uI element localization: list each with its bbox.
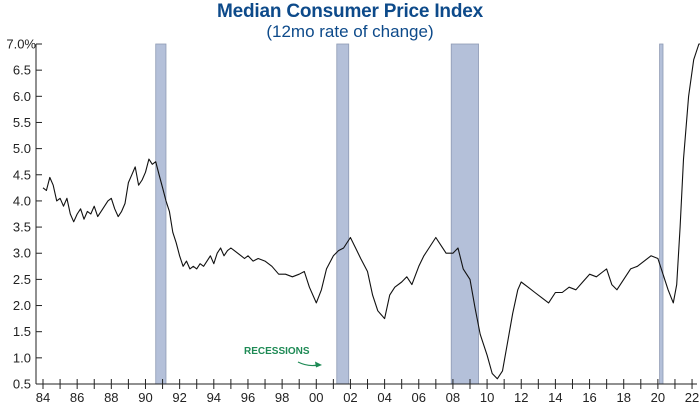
y-tick-label: 1.0 — [13, 350, 31, 365]
x-ticks: 84 86 88 90 92 94 96 98 00 02 04 06 08 10 12 14 16 18 20 22 — [36, 379, 699, 404]
y-tick-label: 3.0 — [13, 246, 31, 261]
y-tick-label: 5.5 — [13, 115, 31, 130]
y-tick-label: 1.5 — [13, 324, 31, 339]
x-tick-label: 18 — [616, 390, 630, 404]
x-tick-label: 94 — [207, 390, 221, 404]
annotations: RECESSIONS — [244, 346, 322, 368]
x-tick-label: 84 — [36, 390, 50, 404]
y-tick-label: 0.5 — [13, 377, 31, 392]
recession-band — [336, 43, 350, 385]
x-tick-label: 12 — [514, 390, 528, 404]
y-tick-label: 2.5 — [13, 272, 31, 287]
x-tick-label: 96 — [241, 390, 255, 404]
y-tick-label: 2.0 — [13, 298, 31, 313]
x-tick-label: 16 — [582, 390, 596, 404]
y-tick-label: 6.0 — [13, 89, 31, 104]
x-tick-label: 10 — [480, 390, 494, 404]
recessions-annotation: RECESSIONS — [244, 346, 310, 357]
y-tick-label: 7.0% — [6, 37, 36, 52]
x-tick-label: 90 — [138, 390, 152, 404]
y-tick-label: 4.5 — [13, 167, 31, 182]
x-tick-label: 04 — [377, 390, 391, 404]
x-tick-label: 86 — [70, 390, 84, 404]
series-line-median-cpi — [42, 43, 700, 380]
y-tick-label: 5.0 — [13, 141, 31, 156]
chart-title: Median Consumer Price Index — [217, 1, 483, 22]
x-tick-label: 20 — [651, 390, 665, 404]
x-tick-label: 22 — [685, 390, 699, 404]
x-tick-label: 00 — [309, 390, 323, 404]
y-tick-label: 4.0 — [13, 193, 31, 208]
recessions-arrow-icon — [297, 361, 319, 367]
recession-band — [659, 43, 664, 385]
recession-band — [450, 43, 479, 385]
y-ticks: 7.0% 6.5 6.0 5.5 5.0 4.5 4.0 3.5 3.0 2.5 2.0 1.5 1.0… — [6, 37, 42, 392]
recession-bands — [155, 43, 664, 385]
x-tick-label: 98 — [275, 390, 289, 404]
chart-subtitle: (12mo rate of change) — [266, 22, 434, 41]
x-tick-label: 14 — [548, 390, 562, 404]
recessions-arrowhead-icon — [315, 361, 322, 368]
x-tick-label: 88 — [104, 390, 118, 404]
x-tick-label: 06 — [412, 390, 426, 404]
x-tick-label: 92 — [172, 390, 186, 404]
x-tick-label: 02 — [343, 390, 357, 404]
x-tick-label: 08 — [446, 390, 460, 404]
y-tick-label: 3.5 — [13, 220, 31, 235]
axes — [35, 44, 697, 385]
y-tick-label: 6.5 — [13, 63, 31, 78]
recession-band — [155, 43, 167, 385]
